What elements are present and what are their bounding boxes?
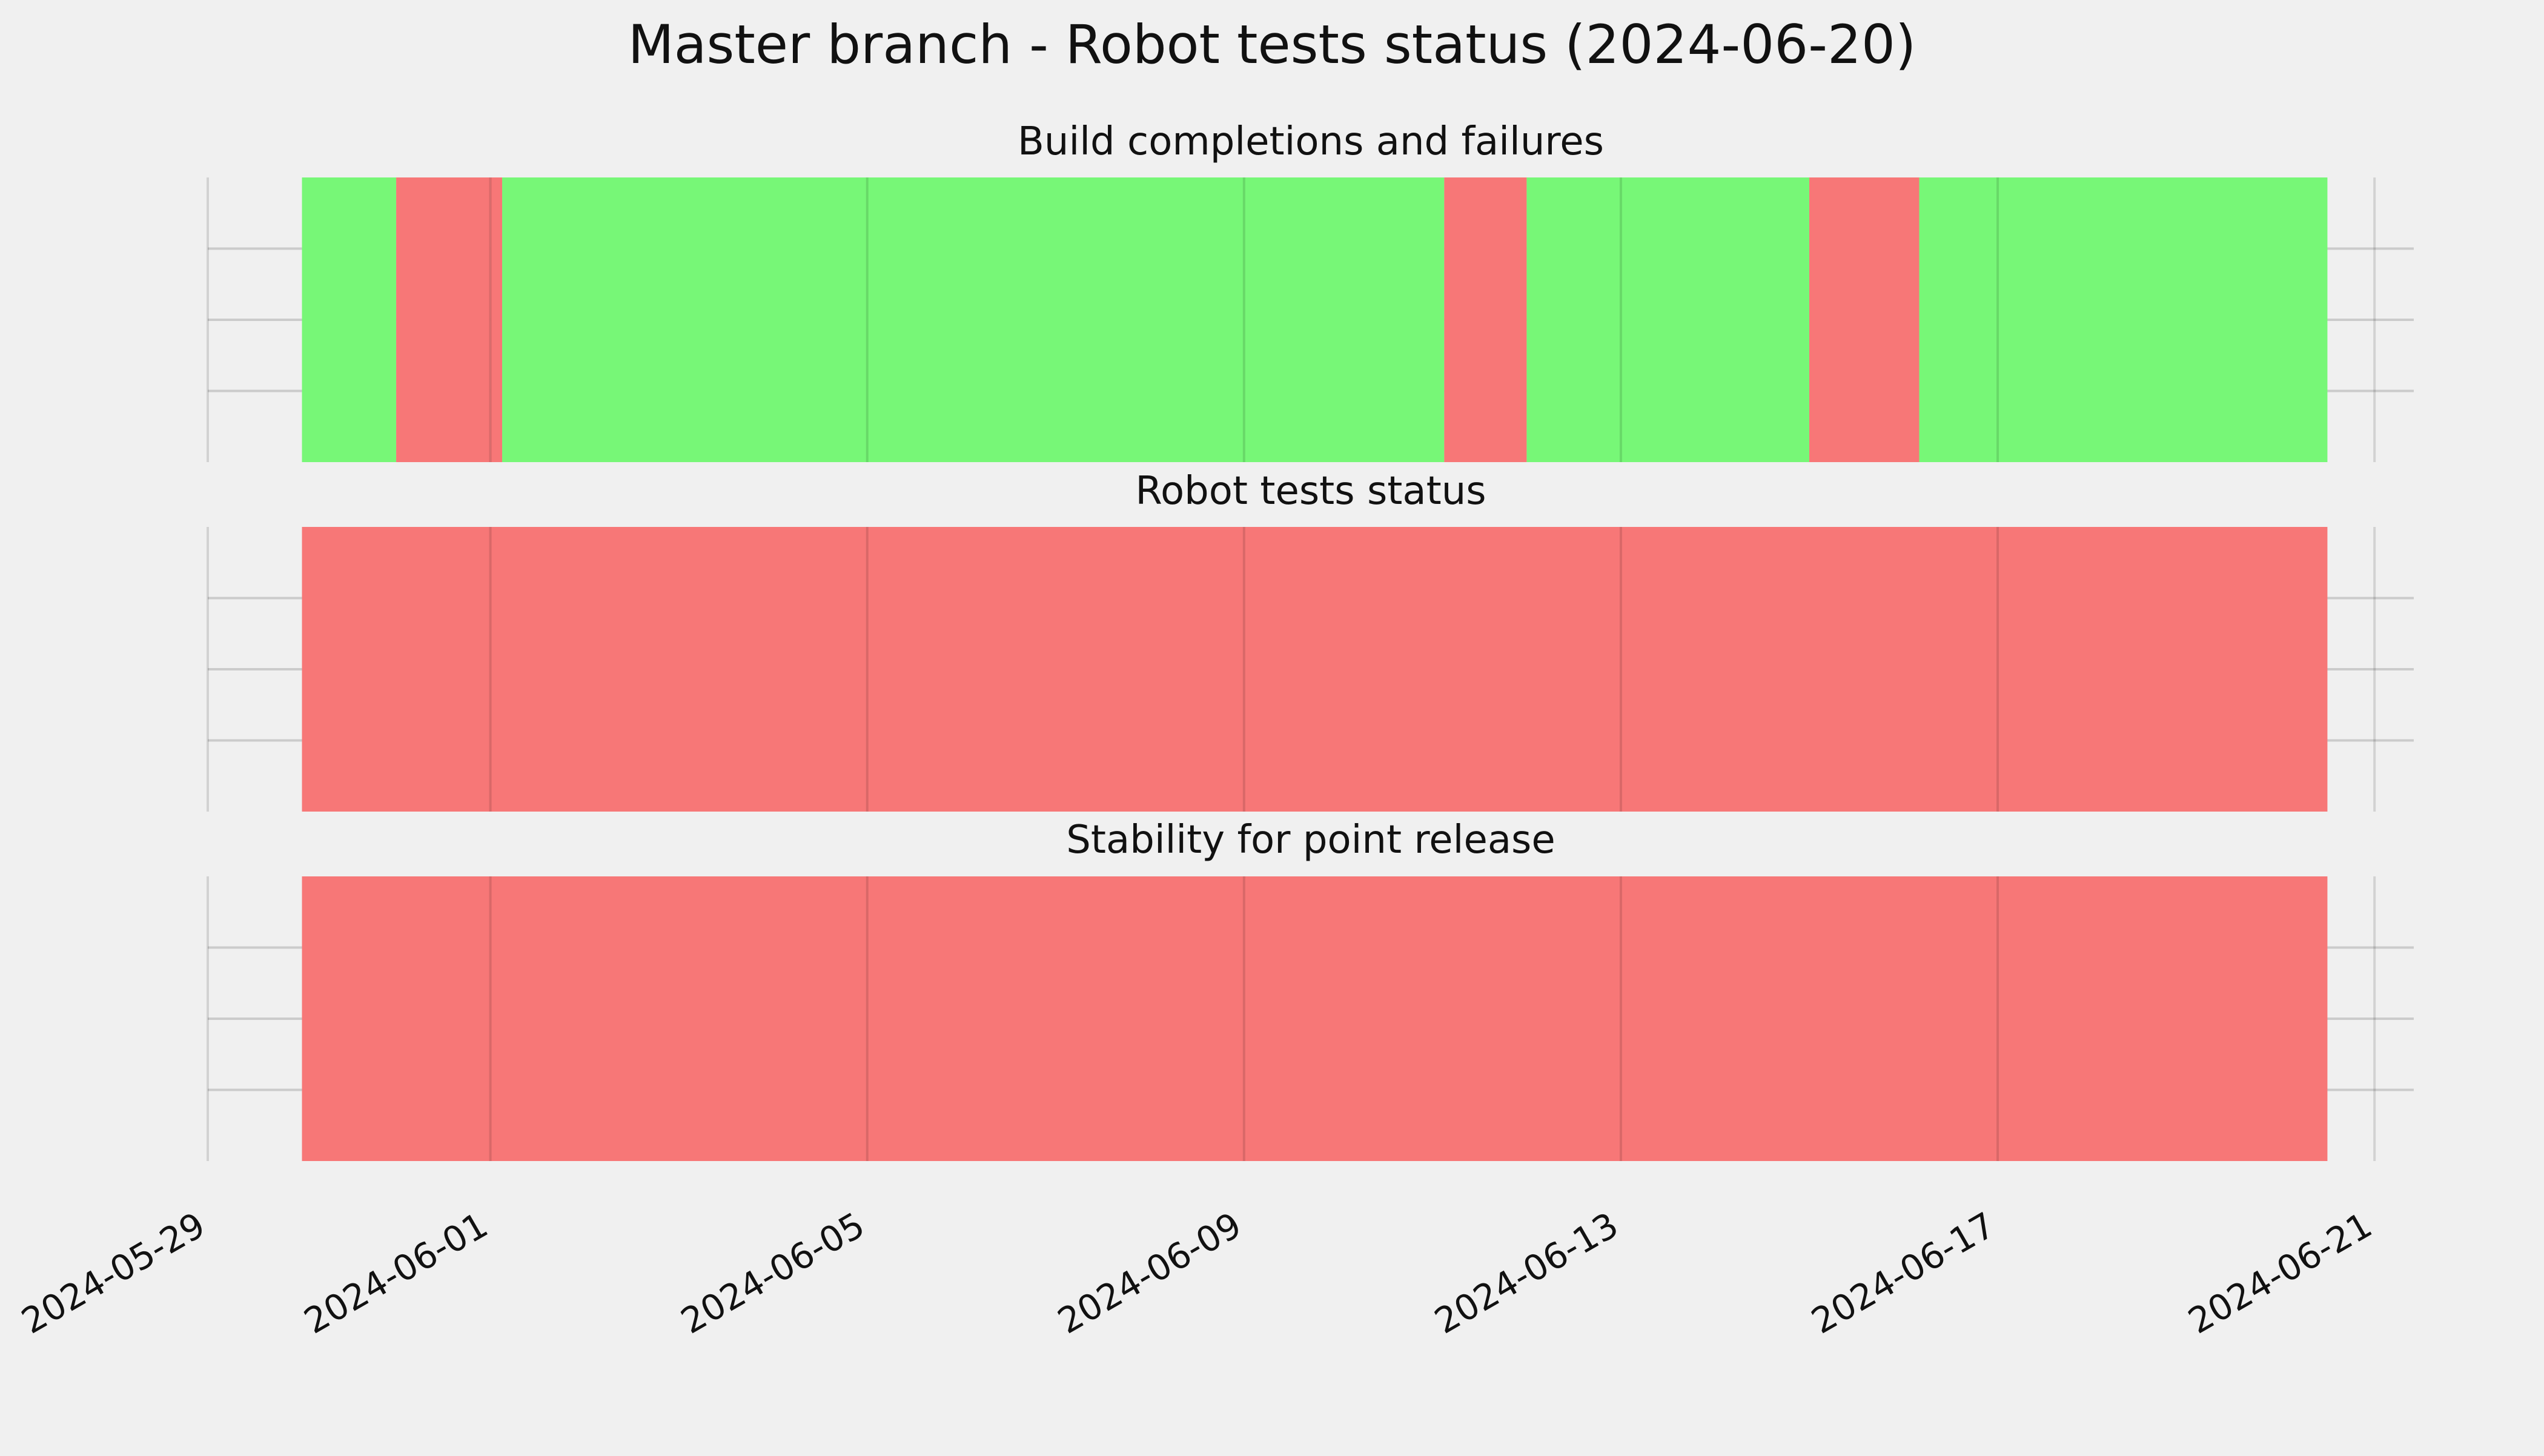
panel-1: Build completions and failures: [207, 119, 2414, 462]
status-segment-fail: [302, 527, 2328, 812]
status-segment-fail: [1444, 177, 1527, 462]
status-segment-pass: [1526, 177, 1810, 462]
panels-layer: Build completions and failures Robot test…: [207, 119, 2414, 1161]
status-segment-pass: [302, 177, 397, 462]
panel-subtitle: Robot tests status: [1135, 469, 1486, 514]
status-segment-fail: [302, 876, 2328, 1161]
status-segment-fail: [1809, 177, 1920, 462]
panel-subtitle: Build completions and failures: [1018, 119, 1604, 164]
status-segment-pass: [1919, 177, 2328, 462]
status-segment-pass: [502, 177, 1445, 462]
panel-2: Robot tests status: [207, 469, 2414, 812]
chart-title: Master branch - Robot tests status (2024…: [628, 13, 1916, 76]
status-segment-fail: [490, 177, 503, 462]
panel-3: Stability for point release: [207, 818, 2414, 1161]
status-segment-fail: [396, 177, 491, 462]
panel-subtitle: Stability for point release: [1066, 818, 1555, 862]
